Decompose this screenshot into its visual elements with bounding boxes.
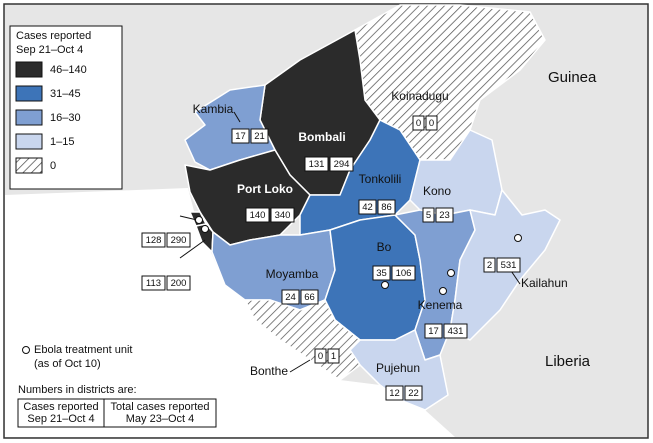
count-recent: 0 — [318, 351, 323, 362]
count-box — [245, 207, 270, 223]
count-box — [329, 156, 354, 172]
count-box — [483, 257, 496, 273]
count-recent: 5 — [426, 210, 431, 221]
count-box — [425, 115, 438, 131]
count-recent: 140 — [250, 210, 266, 221]
count-box — [166, 232, 191, 248]
count-box — [304, 156, 329, 172]
count-total: 21 — [254, 131, 265, 142]
note-left: Cases reported — [23, 401, 98, 413]
count-total: 294 — [334, 159, 350, 170]
district-name: Bombali — [298, 130, 345, 144]
district-name: Bonthe — [250, 364, 288, 378]
count-total: 340 — [275, 210, 291, 221]
note-right: Total cases reported — [110, 401, 209, 413]
legend-label: 46–140 — [50, 64, 87, 76]
count-recent: 17 — [428, 326, 439, 337]
count-box — [281, 289, 300, 305]
district-name: Kailahun — [521, 276, 568, 290]
count-total: 431 — [448, 326, 464, 337]
country-label: Guinea — [548, 69, 597, 86]
district-name: Kambia — [193, 102, 234, 116]
note-box — [17, 398, 105, 428]
ocean — [5, 188, 455, 437]
count-recent: 42 — [362, 202, 373, 213]
count-total: 0 — [429, 118, 434, 129]
count-box — [327, 348, 340, 364]
count-total: 1 — [331, 351, 336, 362]
district-name: Pujehun — [376, 361, 420, 375]
count-recent: 17 — [235, 131, 246, 142]
district-name: Kono — [423, 184, 451, 198]
treatment-units — [195, 216, 522, 295]
legend-swatch — [15, 61, 43, 78]
count-box — [377, 199, 396, 215]
treatment-note: (as of Oct 10) — [34, 358, 101, 370]
count-recent: 2 — [487, 260, 492, 271]
count-recent: 24 — [285, 292, 296, 303]
count-total: 200 — [171, 278, 187, 289]
district-name: Port Loko — [237, 182, 293, 196]
count-box — [358, 199, 377, 215]
legend-label: 16–30 — [50, 112, 81, 124]
count-box — [385, 385, 404, 401]
count-box — [141, 275, 166, 291]
count-recent: 12 — [389, 388, 400, 399]
legend-swatch — [15, 109, 43, 126]
legend-label: 0 — [50, 160, 56, 172]
legend-title: Cases reported — [16, 30, 91, 42]
count-box — [166, 275, 191, 291]
note-left: Sep 21–Oct 4 — [27, 413, 94, 425]
count-box — [270, 207, 295, 223]
count-total: 106 — [396, 268, 412, 279]
treatment-unit-symbol — [22, 346, 30, 354]
legend-swatch — [15, 157, 43, 174]
count-recent: 113 — [146, 278, 161, 289]
count-box — [391, 265, 416, 281]
district-name: Moyamba — [266, 267, 319, 281]
count-total: 23 — [439, 210, 450, 221]
count-box — [141, 232, 166, 248]
district-name: Western Urban — [95, 206, 180, 220]
note-box — [103, 398, 217, 428]
count-total: 290 — [171, 235, 187, 246]
legend-label: 31–45 — [50, 88, 81, 100]
legend-label: 1–15 — [50, 136, 74, 148]
legend-swatch — [15, 85, 43, 102]
count-recent: 128 — [146, 235, 162, 246]
count-box — [372, 265, 391, 281]
count-total: 22 — [408, 388, 419, 399]
treatment-note: Ebola treatment unit — [34, 344, 132, 356]
count-box — [412, 115, 425, 131]
count-recent: 131 — [309, 159, 325, 170]
count-recent: 0 — [416, 118, 421, 129]
numbers-note-title: Numbers in districts are: — [18, 384, 137, 396]
district-name: Kenema — [418, 298, 463, 312]
legend-swatch — [15, 133, 43, 150]
count-box — [443, 323, 468, 339]
count-box — [250, 128, 269, 144]
count-box — [314, 348, 327, 364]
district-name: Western Rural — [99, 250, 180, 264]
count-box — [231, 128, 250, 144]
count-total: 66 — [304, 292, 315, 303]
district-name: Koinadugu — [391, 89, 448, 103]
legend-title: Sep 21–Oct 4 — [16, 44, 83, 56]
count-box — [435, 207, 454, 223]
count-total: 86 — [381, 202, 392, 213]
district-name: Tonkolili — [359, 172, 402, 186]
count-box — [422, 207, 435, 223]
count-box — [496, 257, 521, 273]
count-box — [300, 289, 319, 305]
note-right: May 23–Oct 4 — [126, 413, 194, 425]
district-name: Bo — [377, 240, 392, 254]
count-box — [404, 385, 423, 401]
country-label: Liberia — [545, 353, 591, 370]
count-total: 531 — [501, 260, 517, 271]
count-box — [424, 323, 443, 339]
count-recent: 35 — [376, 268, 387, 279]
